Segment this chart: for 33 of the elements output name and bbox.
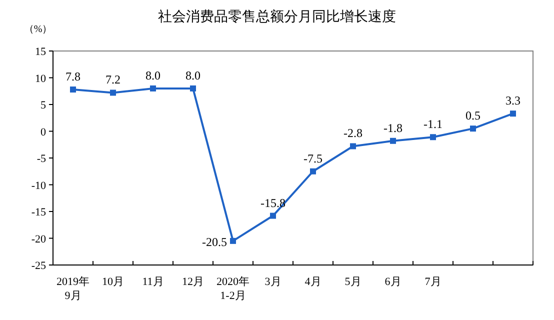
xtick: 3月 [264,276,282,288]
title: 社会消费品零售总额分月同比增长速度 [158,10,396,25]
xtick: 6月 [384,276,402,288]
data-label: 3.3 [506,94,520,108]
xtick: 2020年 1-2月 [216,276,250,302]
ytick: 10 [35,72,46,85]
data-label: 7.8 [66,70,80,84]
data-label: 7.2 [106,72,120,87]
ytick: -20 [31,233,46,246]
xtick: 2019年 9月 [56,276,90,302]
ytick: 5 [40,100,46,112]
ytick: -5 [36,153,46,165]
data-label: 8.0 [146,68,160,82]
data-label: -1.1 [424,117,442,132]
ytick: 15 [35,46,46,58]
ylabel: （%） [24,24,52,35]
ytick: -25 [31,260,46,272]
xtick: 7月 [424,276,442,288]
xtick: 12月 [182,276,204,288]
ytick: -15 [31,206,46,218]
data-label: 8.0 [186,68,200,82]
data-label: -1.8 [384,120,402,135]
ytick: 0 [40,126,46,138]
data-label: -15.8 [260,196,286,210]
data-label: -7.5 [304,151,322,166]
xtick: 10月 [102,276,124,288]
xtick: 5月 [344,276,362,288]
xtick: 11月 [142,276,164,288]
data-label: 0.5 [466,108,480,123]
data-label: -20.5 [202,234,227,249]
data-label: -2.8 [344,126,362,140]
xtick: 4月 [304,276,322,288]
ytick: -10 [31,180,46,192]
